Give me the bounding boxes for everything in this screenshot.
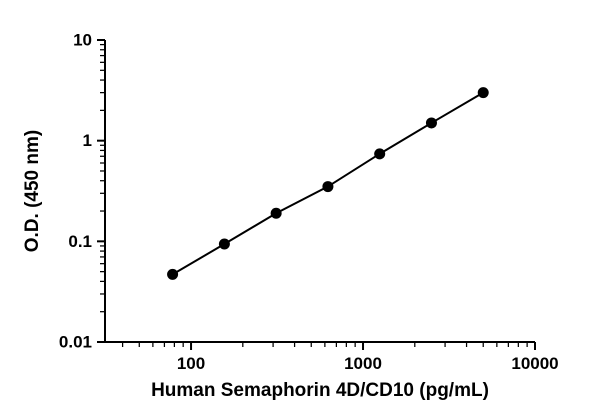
- data-point: [167, 268, 179, 280]
- y-axis-label: O.D. (450 nm): [22, 129, 43, 253]
- x-tick-label: 100: [177, 354, 205, 373]
- axis-spines: [104, 40, 535, 343]
- y-tick-label: 0.01: [59, 333, 92, 352]
- series-standard-curve: [167, 87, 489, 280]
- data-point: [425, 117, 437, 129]
- data-point: [374, 148, 386, 160]
- x-axis: 100 1000 10000: [121, 342, 559, 373]
- y-tick-label: 10: [73, 31, 92, 50]
- x-tick-label: 1000: [344, 354, 382, 373]
- y-tick-label: 0.1: [68, 232, 92, 251]
- y-axis: 0.01 0.1 1 10: [59, 31, 105, 352]
- data-point: [270, 207, 282, 219]
- data-point: [477, 87, 489, 99]
- x-axis-label: Human Semaphorin 4D/CD10 (pg/mL): [151, 380, 489, 401]
- y-tick-label: 1: [83, 131, 92, 150]
- x-tick-label: 10000: [511, 354, 558, 373]
- data-point: [218, 238, 230, 250]
- data-point: [322, 181, 334, 193]
